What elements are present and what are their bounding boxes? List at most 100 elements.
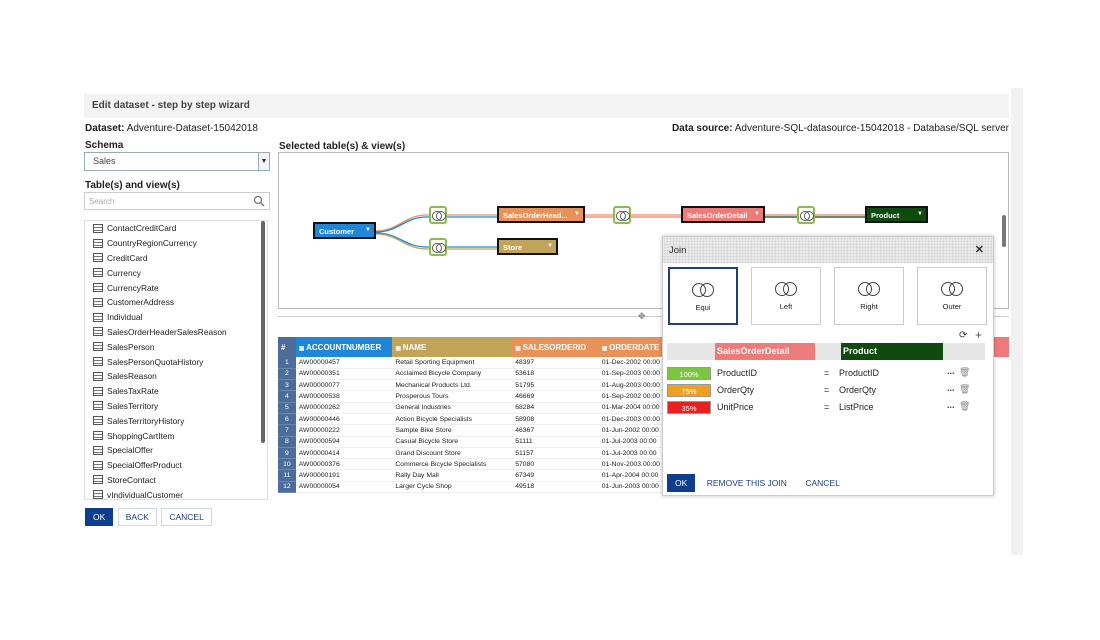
- join-type-equi[interactable]: Equi: [668, 267, 738, 325]
- add-icon[interactable]: +: [975, 328, 983, 342]
- remove-join-button[interactable]: REMOVE THIS JOIN: [699, 475, 794, 493]
- join-icon[interactable]: [613, 206, 631, 224]
- operator[interactable]: =: [824, 368, 830, 378]
- node-store[interactable]: Store ▼: [497, 238, 558, 255]
- left-field[interactable]: ProductID: [717, 368, 758, 378]
- chevron-down-icon[interactable]: ▼: [258, 153, 269, 170]
- right-field[interactable]: ProductID: [839, 368, 880, 378]
- schema-select[interactable]: Sales ▼: [84, 152, 270, 171]
- table-list-item[interactable]: SalesPerson: [85, 339, 267, 354]
- close-icon[interactable]: ✕: [974, 244, 984, 256]
- grid-cell: 01-Nov-2003 00:00: [598, 458, 663, 471]
- type-icon: ▣: [515, 345, 523, 352]
- table-list-item[interactable]: Currency: [85, 265, 267, 280]
- more-options-button[interactable]: ...: [947, 400, 955, 410]
- node-salesorderdetail[interactable]: SalesOrderDetail ▼: [681, 206, 765, 223]
- back-button[interactable]: BACK: [117, 508, 157, 526]
- table-list-item[interactable]: Individual: [85, 310, 267, 325]
- chevron-down-icon[interactable]: ▼: [574, 211, 580, 217]
- table-list-item[interactable]: ShoppingCartItem: [85, 428, 267, 443]
- node-product[interactable]: Product ▼: [865, 206, 928, 223]
- type-icon: ▣: [298, 345, 307, 352]
- node-salesorderheader[interactable]: SalesOrderHead... ▼: [497, 206, 585, 223]
- chevron-down-icon[interactable]: ▼: [547, 243, 553, 249]
- list-scrollbar[interactable]: [261, 221, 265, 443]
- table-list-item[interactable]: CurrencyRate: [85, 280, 267, 295]
- table-list-item[interactable]: SalesTaxRate: [85, 384, 267, 399]
- table-row[interactable]: 2 AW00000351 Acclaimed Bicycle Company 5361…: [278, 368, 663, 381]
- venn-icon: [858, 282, 880, 296]
- grid-column-header[interactable]: ▣ ORDERDATE: [598, 337, 663, 357]
- table-list-item[interactable]: SalesReason: [85, 369, 267, 384]
- splitter[interactable]: [278, 316, 1009, 317]
- table-list-item[interactable]: StoreContact: [85, 473, 267, 488]
- ok-button[interactable]: OK: [85, 508, 114, 526]
- join-icon[interactable]: [429, 238, 447, 256]
- table-row[interactable]: 11 AW00000191 Rally Day Mall 67349 01-Apr-20…: [278, 469, 663, 482]
- table-list-item[interactable]: SalesPersonQuotaHistory: [85, 354, 267, 369]
- table-row[interactable]: 10 AW00000376 Commerce Bicycle Specialists…: [278, 458, 663, 471]
- more-options-button[interactable]: ...: [947, 383, 955, 393]
- node-customer-label: Customer: [319, 227, 355, 236]
- join-type-right[interactable]: Right: [834, 267, 904, 325]
- join-icon[interactable]: [429, 206, 447, 224]
- right-field[interactable]: ListPrice: [839, 402, 874, 412]
- chevron-down-icon[interactable]: ▼: [365, 227, 371, 233]
- chevron-down-icon[interactable]: ▼: [754, 211, 760, 217]
- join-ok-button[interactable]: OK: [667, 474, 696, 492]
- table-icon: [93, 490, 103, 499]
- chevron-down-icon[interactable]: ▼: [917, 211, 923, 217]
- search-input[interactable]: Search: [84, 192, 270, 210]
- table-icon: [93, 475, 103, 485]
- trash-icon[interactable]: 🗑: [959, 384, 971, 394]
- resize-handle-icon[interactable]: ✥: [638, 311, 646, 321]
- table-row[interactable]: 6 AW00000446 Action Bicycle Specialists 589…: [278, 413, 663, 426]
- join-icon[interactable]: [797, 206, 815, 224]
- table-list-item[interactable]: SpecialOffer: [85, 443, 267, 458]
- trash-icon[interactable]: 🗑: [959, 401, 971, 411]
- table-list-item[interactable]: CreditCard: [85, 251, 267, 266]
- left-field[interactable]: UnitPrice: [717, 402, 754, 412]
- grid-cell: 46367: [512, 424, 599, 437]
- table-list-item[interactable]: ContactCreditCard: [85, 221, 267, 236]
- operator[interactable]: =: [824, 402, 830, 412]
- grid-column-header[interactable]: ▣ ACCOUNTNUMBER: [295, 337, 393, 357]
- join-cancel-button[interactable]: CANCEL: [798, 475, 847, 493]
- table-list-item[interactable]: SalesTerritory: [85, 399, 267, 414]
- join-type-outer[interactable]: Outer: [917, 267, 987, 325]
- refresh-icon[interactable]: ⟳: [959, 330, 968, 341]
- grid-column-header[interactable]: ▣ SALESORDERID: [512, 337, 599, 357]
- table-list-item[interactable]: CustomerAddress: [85, 295, 267, 310]
- table-row[interactable]: 1 AW00000457 Retail Sporting Equipment 4839…: [278, 357, 663, 369]
- table-row[interactable]: 4 AW00000538 Prosperous Tours 46669 01-Sep-2…: [278, 390, 663, 403]
- table-row[interactable]: 5 AW00000262 General Industries 68284 01-Mar…: [278, 402, 663, 414]
- table-row[interactable]: 7 AW00000222 Sample Bike Store 46367 01-Jun-…: [278, 424, 663, 437]
- table-list-item[interactable]: vIndividualCustomer: [85, 487, 267, 499]
- cancel-button[interactable]: CANCEL: [161, 508, 212, 526]
- trash-icon[interactable]: 🗑: [959, 367, 971, 377]
- node-customer[interactable]: Customer ▼: [313, 222, 376, 239]
- table-row[interactable]: 3 AW00000077 Mechanical Products Ltd. 51795…: [278, 379, 663, 392]
- left-field[interactable]: OrderQty: [717, 385, 755, 395]
- table-list-item[interactable]: SalesTerritoryHistory: [85, 413, 267, 428]
- grid-column-header[interactable]: ▣ NAME: [392, 337, 513, 357]
- search-icon[interactable]: [253, 195, 265, 207]
- grid-column-header[interactable]: #: [278, 337, 296, 357]
- table-row[interactable]: 12 AW00000054 Larger Cycle Shop 49518 01-Jun…: [278, 481, 663, 494]
- right-field[interactable]: OrderQty: [839, 385, 877, 395]
- table-list-item[interactable]: CountryRegionCurrency: [85, 236, 267, 251]
- canvas-scrollbar[interactable]: [1002, 215, 1006, 247]
- join-type-left[interactable]: Left: [751, 267, 821, 325]
- grid-cell: 5: [278, 402, 296, 414]
- more-options-button[interactable]: ...: [947, 366, 955, 376]
- table-list-item[interactable]: SalesOrderHeaderSalesReason: [85, 325, 267, 340]
- table-list-item[interactable]: SpecialOfferProduct: [85, 458, 267, 473]
- operator[interactable]: =: [824, 385, 830, 395]
- grid-cell: 10: [278, 458, 296, 471]
- grid-cell: 4: [278, 390, 296, 403]
- relations-canvas: Customer ▼ SalesOrderHead... ▼ Store ▼ Sale…: [278, 152, 1009, 309]
- table-row[interactable]: 8 AW00000594 Casual Bicycle Store 51111 01-J…: [278, 436, 663, 448]
- schema-value: Sales: [93, 156, 116, 166]
- table-name: ShoppingCartItem: [107, 430, 175, 441]
- table-row[interactable]: 9 AW00000414 Grand Discount Store 51157 01-J…: [278, 447, 663, 460]
